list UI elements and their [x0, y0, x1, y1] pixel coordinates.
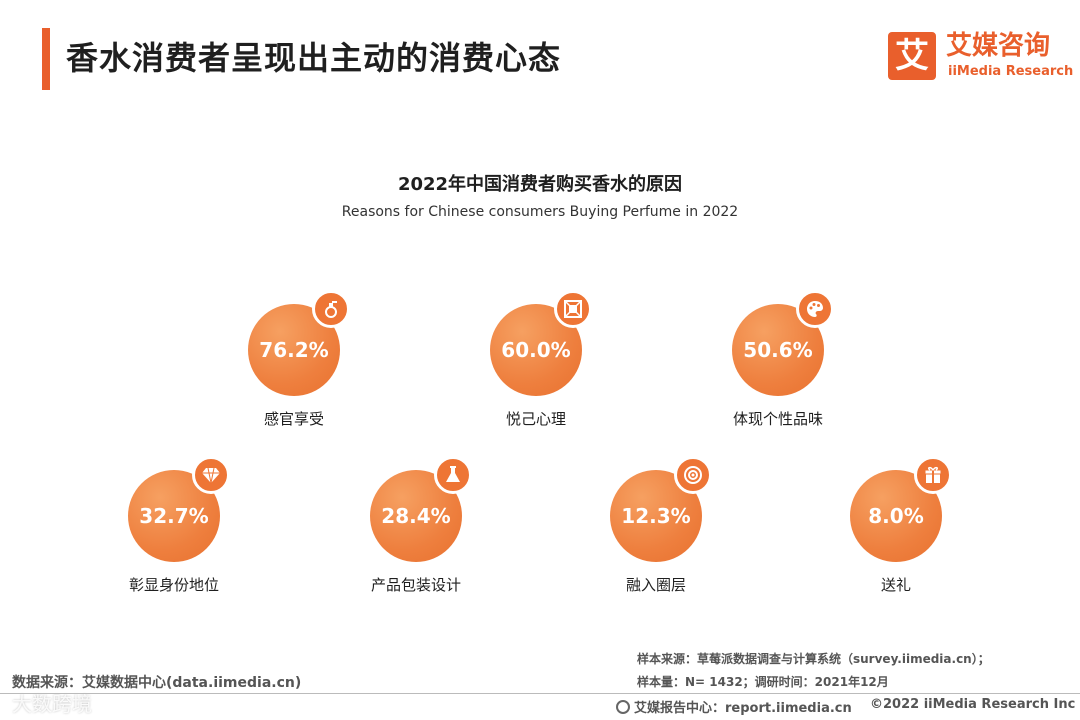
watermark: 大数跨境 — [12, 692, 92, 716]
data-source: 数据来源：艾媒数据中心(data.iimedia.cn) — [12, 675, 302, 691]
bubble-value: 28.4% — [370, 470, 462, 562]
bubble-item: 32.7% 彰显身份地位 — [84, 456, 264, 610]
diamond-icon — [192, 456, 230, 494]
iimedia-logo: 艾 艾媒咨询 iiMedia Research — [888, 30, 1073, 86]
bubble-label: 产品包装设计 — [370, 576, 461, 594]
perfume-bottle-icon — [312, 290, 350, 328]
logo-en-text: iiMedia Research — [948, 64, 1074, 79]
bubble-item: 60.0% 悦己心理 — [446, 290, 626, 444]
footer-divider — [0, 693, 1080, 694]
bubble-label: 悦己心理 — [505, 410, 566, 428]
bubble-item: 8.0% 送礼 — [806, 456, 986, 610]
bubble-item: 12.3% 融入圈层 — [566, 456, 746, 610]
copyright: ©2022 iiMedia Research Inc — [870, 697, 1076, 712]
chart-subtitle: Reasons for Chinese consumers Buying Per… — [341, 204, 739, 220]
page-title: 香水消费者呈现出主动的消费心态 — [66, 39, 562, 77]
chart-title: 2022年中国消费者购买香水的原因 — [397, 174, 683, 195]
report-center[interactable]: 艾媒报告中心：report.iimedia.cn — [616, 697, 852, 716]
bubble-label: 彰显身份地位 — [128, 576, 219, 594]
sample-source: 样本来源：草莓派数据调查与计算系统（survey.iimedia.cn）； — [637, 652, 990, 666]
gift-icon — [914, 456, 952, 494]
palette-icon — [796, 290, 834, 328]
bubble-item: 50.6% 体现个性品味 — [688, 290, 868, 444]
bubble-label: 感官享受 — [263, 410, 324, 428]
globe-icon — [616, 700, 630, 714]
bubble-item: 76.2% 感官享受 — [204, 290, 384, 444]
title-accent-bar — [42, 28, 50, 90]
logo-mark: 艾 — [888, 32, 936, 80]
bubble-item: 28.4% 产品包装设计 — [326, 456, 506, 610]
bubble-label: 融入圈层 — [625, 576, 686, 594]
target-icon — [674, 456, 712, 494]
flask-icon — [434, 456, 472, 494]
bubble-label: 体现个性品味 — [732, 410, 823, 428]
frame-icon — [554, 290, 592, 328]
logo-cn-text: 艾媒咨询 — [946, 31, 1051, 61]
sample-size: 样本量：N= 1432；调研时间：2021年12月 — [637, 675, 889, 689]
report-center-text: 艾媒报告中心：report.iimedia.cn — [634, 701, 852, 716]
bubble-label: 送礼 — [880, 576, 911, 594]
